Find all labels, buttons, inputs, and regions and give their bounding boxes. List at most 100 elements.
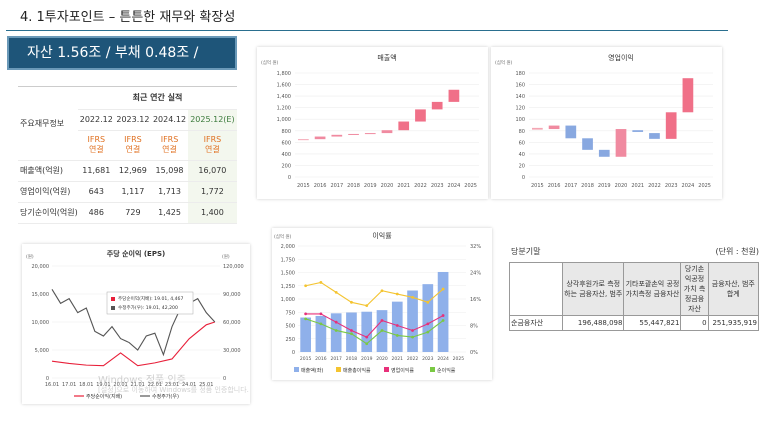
y-tick-label: 1,500 [281,271,295,277]
operating-profit-chart-svg: 영업이익 (십억 원) 0 20 40 60 80 100 120 140 160 180 2015 20… [495,53,713,189]
y-tick-label: 1,600 [277,83,291,89]
empty-cell [509,262,563,316]
x-tick-label: 2015 [531,183,544,189]
col-header: 상각후원가로 측정하는 금융자산, 범주 [561,262,625,316]
x-tick-label: 20.01 [113,382,127,388]
series-point [319,312,323,316]
x-tick-label: 2018 [581,183,594,189]
x-tick-label: 2022 [648,183,661,189]
col-header: 2023.12 [114,109,152,131]
bar [682,78,694,113]
series-line [305,318,444,345]
series-point [426,330,430,334]
y-tick-label: 160 [515,83,525,89]
chart-title: 주당 순이익 (EPS) [107,249,165,258]
cell: 196,488,098 [561,315,625,331]
y-tick-label: 500 [285,324,295,330]
series-line [305,313,444,338]
activation-watermark-sub: [설정]으로 이동하여 Windows를 정품 인증합니다. [98,386,249,394]
y2-tick-label: 0 [223,376,226,382]
ifrs-label: IFRS 연결 [151,130,188,161]
x-tick-label: 2019 [364,183,377,189]
bar [548,125,560,130]
ifrs-text: 연결 [88,145,104,154]
bar [422,284,434,352]
x-tick-label: 2016 [548,183,561,189]
revenue-chart: 매출액 (십억 원) 0 200 400 600 800 1,000 1,200 1,400 1,6… [257,47,488,199]
title-divider [6,30,728,31]
cell: 11,681 [78,160,115,182]
bar [431,101,443,110]
col-header: 2025.12(E) [187,109,237,131]
x-tick-label: 2020 [376,356,388,362]
tooltip-line: 수정주가(우): 19.01, 42,200 [118,304,178,311]
series-point [380,289,384,293]
y-tick-label: 2,000 [281,244,295,250]
y-tick-label: 0 [292,350,295,356]
tooltip-line: 주당순이익(지배): 19.01, 4,467 [118,295,183,302]
unit-label: (십억 원) [495,59,513,66]
bar [565,125,577,139]
y-tick-label: 750 [285,310,295,316]
x-tick-label: 16.01 [45,382,59,388]
asset-table: 상각후원가로 측정하는 금융자산, 범주 기타포괄손익 공정가치측정 금융자산 … [509,262,760,331]
unit-label: (십억 원) [274,233,292,240]
series-point [395,292,399,296]
bar [361,311,373,352]
x-tick-label: 2016 [314,183,327,189]
x-tick-label: 19.01 [96,382,110,388]
series-line [305,281,444,307]
series-point [441,314,445,317]
y-tick-label: 40 [519,152,525,158]
x-tick-label: 2018 [347,183,360,189]
y-tick-label: 0 [522,175,525,181]
bar [330,313,342,352]
ifrs-text: IFRS [124,135,142,144]
y-tick-label: 80 [519,129,525,135]
x-tick-label: 23.01 [165,382,179,388]
series-point [319,322,323,326]
x-tick-label: 2020 [615,183,628,189]
x-tick-label: 2025 [453,356,465,362]
x-tick-label: 2024 [448,183,461,189]
y-tick-label: 10,000 [32,320,50,326]
series-point [304,317,308,321]
y-tick-label: 20 [519,163,525,169]
row-label: 당기순이익(억원) [18,202,78,224]
y-tick-label: 140 [515,94,525,100]
chart-title: 매출액 [377,53,396,62]
col-header: 2022.12 [78,109,115,131]
bar [665,112,677,139]
cell: 16,070 [187,160,237,182]
series-point [411,335,414,339]
cell: 1,400 [187,202,237,224]
ifrs-text: IFRS [87,135,106,144]
x-tick-label: 2015 [300,356,312,362]
col-header: 2024.12 [151,109,188,131]
bar [407,290,418,352]
cell: 643 [78,181,115,203]
series-point [334,290,338,294]
series-point [380,319,384,322]
bar [315,315,327,352]
x-tick-label: 25.01 [199,382,213,388]
cell: 55,447,821 [623,315,682,331]
series-point [350,329,353,332]
x-tick-label: 18.01 [79,382,93,388]
y2-tick-label: 16% [470,297,481,303]
x-tick-label: 2019 [598,183,611,189]
series-point [395,334,399,337]
y-tick-label: 180 [515,71,525,77]
series-point [304,284,308,288]
eps-chart-svg: 주당 순이익 (EPS) (원) (원) 0 5,000 10,000 15,000 20,0… [26,249,244,400]
bar [437,271,449,352]
asset-unit: (단위 : 천원) [715,247,759,256]
y-tick-label: 600 [281,140,291,146]
y-tick-label: 1,000 [277,117,291,123]
ifrs-label: IFRS 연결 [78,130,115,161]
x-tick-label: 2025 [698,183,711,189]
ifrs-text: 연결 [125,145,141,154]
x-tick-label: 2017 [564,183,577,189]
margin-chart-svg: 이익률 (십억 원) 0 250 500 750 1,000 1,250 1,500 1,750 2… [274,231,481,374]
chart-title: 영업이익 [608,53,634,62]
